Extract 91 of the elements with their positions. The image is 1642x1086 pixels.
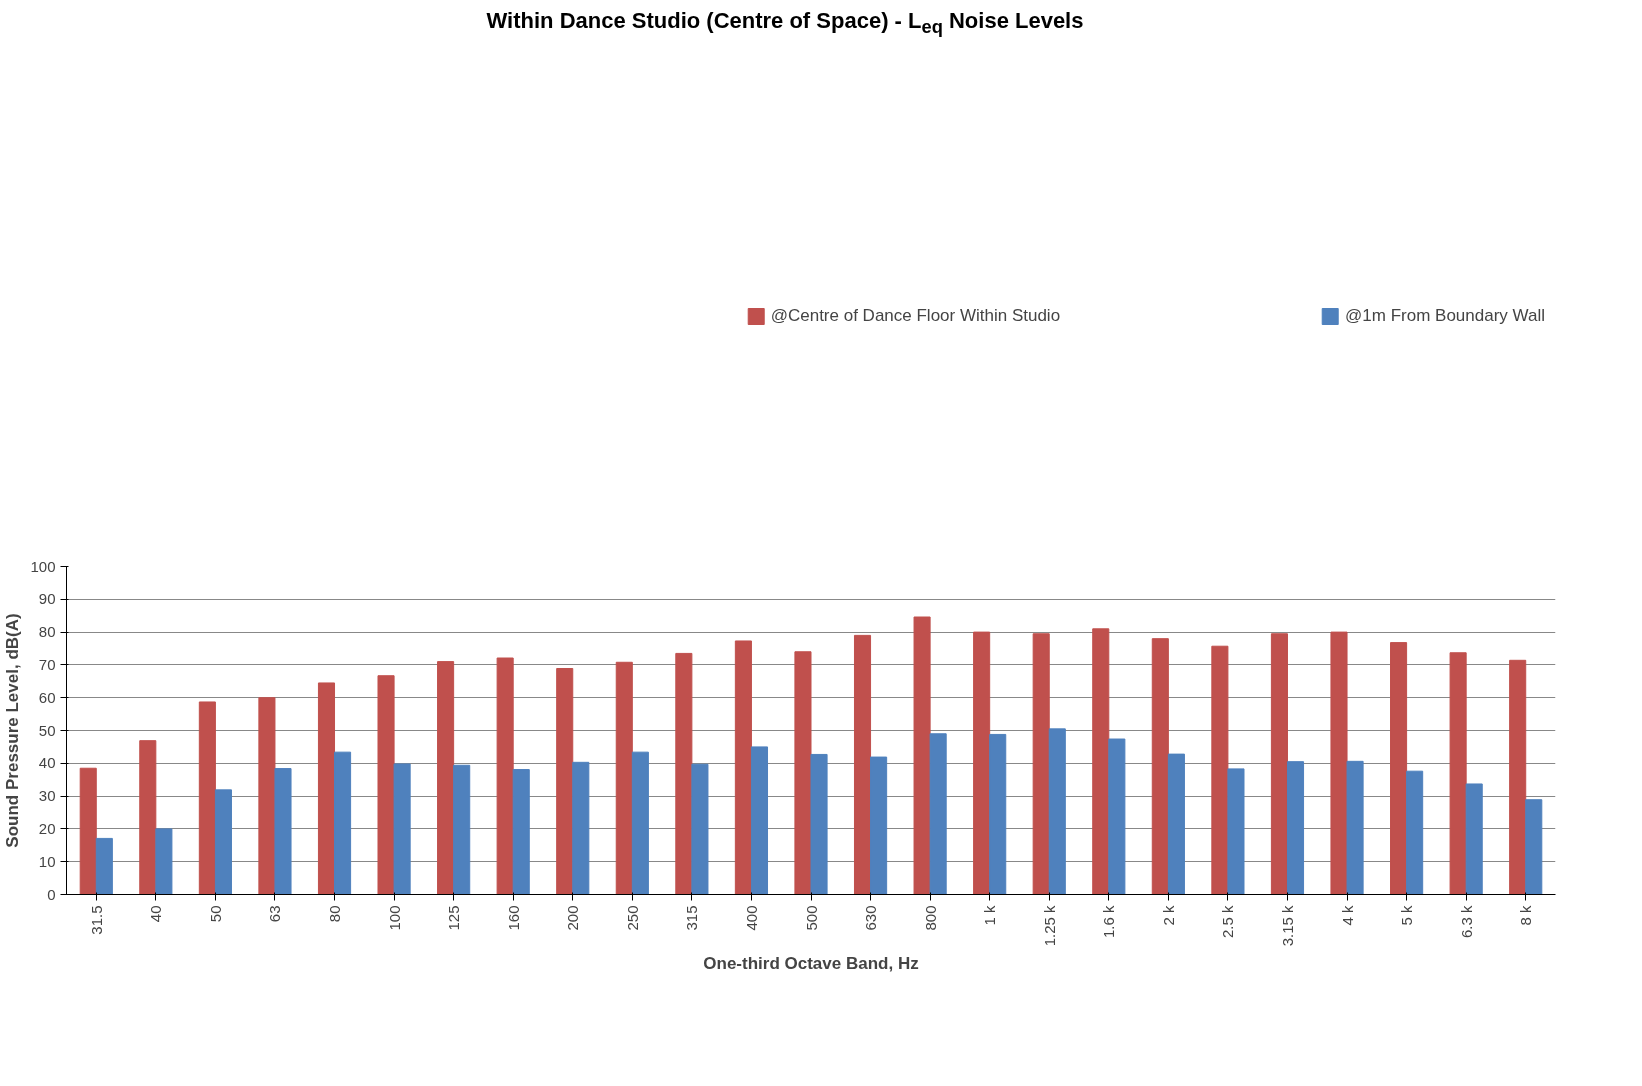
x-tick-label: 800 [921, 905, 939, 931]
y-tick-label: 0 [47, 885, 56, 903]
legend-label: @Centre of Dance Floor Within Studio [770, 305, 1061, 326]
x-tick-label: 40 [147, 905, 165, 922]
x-tick-label: 3.15 k [1278, 904, 1296, 946]
bar [214, 788, 232, 895]
x-tick-label: 200 [564, 905, 582, 931]
bar [1406, 770, 1424, 895]
bar [317, 682, 336, 895]
bar [734, 640, 752, 895]
y-tick-label: 40 [38, 753, 56, 771]
x-tick-label: 100 [385, 905, 403, 931]
y-tick-label: 20 [38, 819, 56, 837]
bar [377, 674, 395, 895]
bar [615, 661, 633, 895]
x-tick-label: 5 k [1398, 904, 1416, 926]
x-tick-label: 315 [683, 905, 701, 931]
x-tick-label: 250 [623, 905, 641, 931]
x-axis-title: One-third Octave Band, Hz [703, 953, 919, 973]
y-tick-label: 100 [30, 557, 56, 575]
bar [1330, 631, 1348, 895]
bar [334, 751, 352, 895]
bar [1167, 753, 1185, 895]
bar [989, 733, 1007, 895]
bar [1270, 632, 1288, 895]
bar [1108, 738, 1126, 895]
bar [750, 745, 769, 895]
bar [496, 657, 514, 895]
y-tick-label: 30 [38, 786, 56, 804]
bar [794, 650, 812, 895]
bar [274, 767, 292, 895]
bar [973, 631, 991, 895]
y-tick-label: 80 [38, 622, 56, 640]
bar [1032, 632, 1050, 895]
x-tick-label: 50 [206, 905, 224, 922]
x-tick-label: 500 [802, 905, 820, 931]
bar [675, 652, 693, 895]
bar [1449, 651, 1467, 895]
bar [79, 767, 97, 895]
bar [1346, 760, 1364, 895]
bar [913, 616, 931, 895]
bar [155, 827, 173, 895]
y-tick-label: 90 [38, 589, 56, 607]
legend-label: @1m From Boundary Wall [1345, 305, 1545, 326]
chart-title: Within Dance Studio (Centre of Space) - L$_{eq}$ Noise Levels [485, 7, 1085, 40]
x-tick-label: 8 k [1517, 904, 1535, 926]
bar [1092, 627, 1110, 895]
x-tick-label: 2 k [1159, 904, 1177, 926]
bar [258, 696, 276, 895]
bar [691, 763, 709, 895]
bar [631, 751, 649, 895]
bar [437, 660, 455, 895]
bar [139, 739, 157, 895]
bar [572, 761, 590, 895]
x-tick-label: 1.25 k [1040, 904, 1058, 946]
bar [1286, 760, 1305, 895]
x-tick-label: 4 k [1338, 904, 1356, 926]
bar [853, 634, 872, 895]
y-tick-label: 50 [38, 721, 56, 739]
x-tick-label: 6.3 k [1457, 904, 1475, 938]
x-tick-label: 1 k [981, 904, 999, 926]
x-tick-label: 2.5 k [1219, 904, 1237, 938]
bar [1211, 645, 1229, 895]
bar [393, 763, 411, 895]
x-tick-label: 630 [862, 905, 880, 931]
bar [1390, 641, 1408, 895]
bar [556, 667, 574, 895]
y-axis-title: Sound Pressure Level, dB(A) [3, 612, 23, 848]
bar [810, 753, 828, 895]
bar [453, 764, 471, 895]
bar [198, 701, 216, 895]
x-tick-label: 31.5 [87, 905, 105, 935]
x-tick-label: 125 [445, 905, 463, 931]
bar [929, 732, 947, 895]
bar [870, 756, 888, 895]
bar [512, 768, 530, 895]
bar [1151, 637, 1169, 895]
bar [1048, 727, 1066, 895]
bar [1227, 767, 1245, 895]
x-tick-label: 400 [742, 905, 760, 931]
bar [1465, 783, 1483, 895]
y-tick-label: 60 [38, 688, 56, 706]
x-tick-label: 160 [504, 905, 522, 931]
x-tick-label: 1.6 k [1100, 904, 1118, 938]
y-tick-label: 10 [38, 852, 56, 870]
bar [95, 837, 113, 895]
y-tick-label: 70 [38, 655, 56, 673]
bar [1525, 798, 1543, 895]
bar [1509, 659, 1527, 895]
x-tick-label: 63 [266, 905, 284, 922]
x-tick-label: 80 [326, 905, 344, 922]
